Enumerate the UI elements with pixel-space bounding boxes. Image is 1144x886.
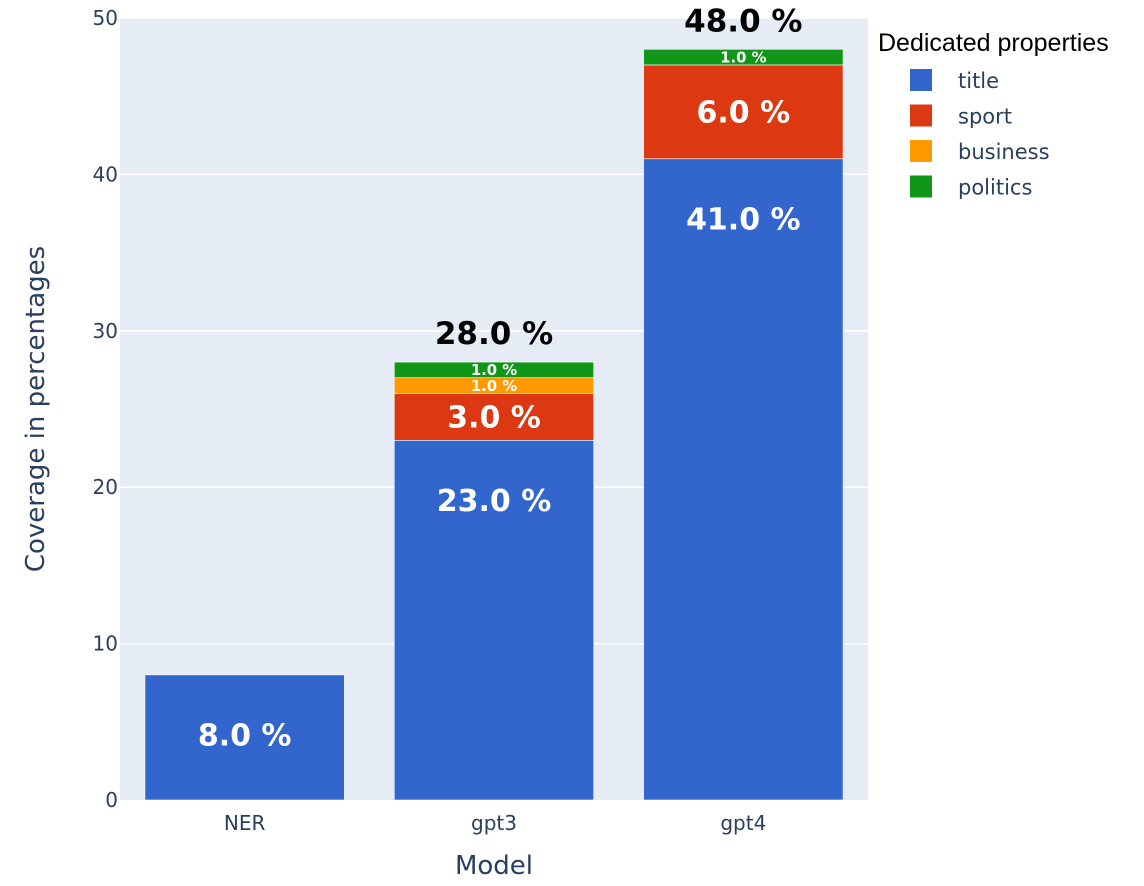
x-axis-ticks: NER gpt3 gpt4 — [224, 811, 766, 835]
data-label: 1.0 % — [471, 361, 517, 379]
bar-politics-gpt4 — [643, 48, 844, 66]
legend-swatch-politics — [910, 175, 932, 198]
bars — [144, 48, 844, 801]
segment-labels: 8.0 %23.0 %3.0 %1.0 %1.0 %41.0 %6.0 %1.0… — [198, 48, 801, 753]
data-label: 1.0 % — [471, 377, 517, 395]
y-tick-label: 20 — [93, 475, 118, 499]
legend-label-title: title — [958, 69, 999, 93]
total-label: 48.0 % — [684, 3, 802, 39]
bar-politics-gpt3 — [393, 361, 595, 379]
data-label: 3.0 % — [447, 401, 541, 436]
y-tick-label: 30 — [93, 319, 118, 343]
total-labels: 28.0 % 48.0 % — [435, 3, 803, 352]
x-tick-label: gpt4 — [720, 811, 766, 835]
legend-title: Dedicated properties — [878, 29, 1109, 57]
bar-sport-gpt3 — [393, 393, 595, 441]
y-tick-label: 50 — [93, 6, 118, 30]
data-label: 41.0 % — [686, 203, 801, 238]
legend: Dedicated properties title sport business p… — [878, 29, 1109, 200]
y-tick-label: 40 — [93, 162, 118, 186]
data-label: 23.0 % — [437, 484, 552, 519]
total-label: 28.0 % — [435, 316, 553, 352]
legend-swatch-title — [910, 69, 932, 91]
data-label: 8.0 % — [198, 719, 292, 754]
legend-swatch-business — [910, 140, 932, 162]
x-axis-title: Model — [455, 851, 533, 881]
bar-title-gpt3 — [393, 439, 595, 801]
legend-label-sport: sport — [958, 105, 1012, 129]
legend-label-business: business — [958, 140, 1050, 164]
bar-sport-gpt4 — [643, 64, 844, 160]
y-tick-label: 0 — [105, 788, 118, 812]
y-axis-title: Coverage in percentages — [21, 246, 51, 572]
legend-label-politics: politics — [958, 176, 1032, 200]
y-axis-ticks: 0 10 20 30 40 50 — [93, 6, 118, 812]
bar-title-gpt4 — [643, 158, 844, 801]
bar-title-NER — [144, 674, 345, 801]
x-tick-label: NER — [224, 811, 266, 835]
data-label: 6.0 % — [697, 96, 791, 131]
legend-swatch-sport — [910, 104, 932, 127]
data-label: 1.0 % — [720, 48, 766, 66]
y-tick-label: 10 — [93, 632, 118, 656]
x-tick-label: gpt3 — [471, 811, 517, 835]
